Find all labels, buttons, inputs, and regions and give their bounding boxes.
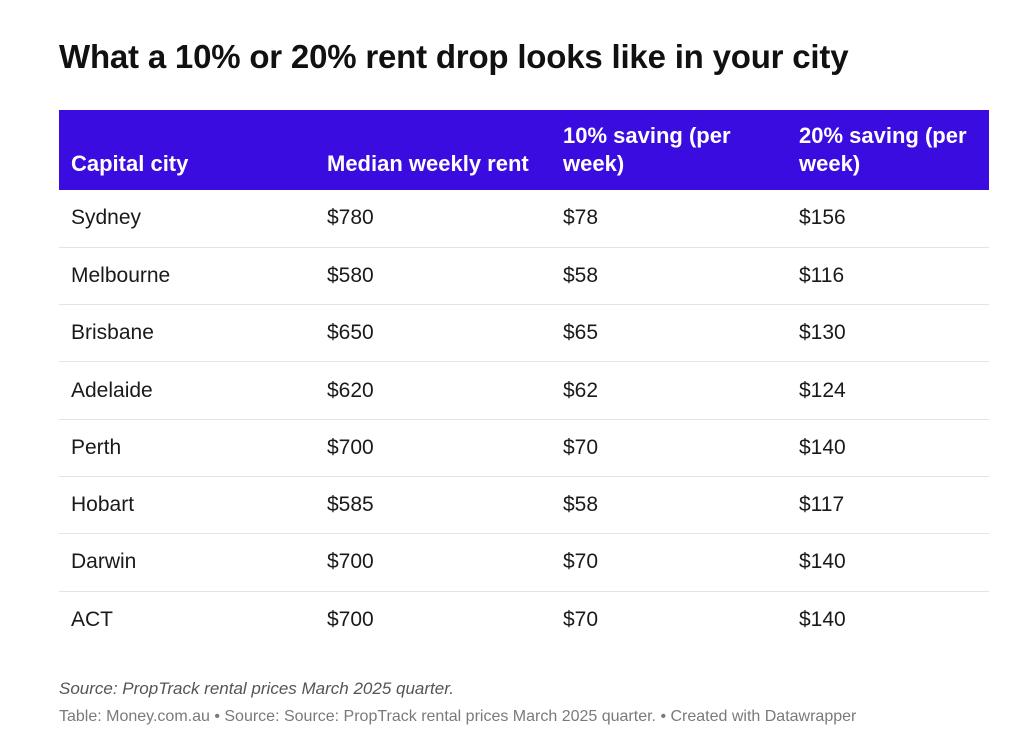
cell-10-percent-saving: $58	[551, 247, 787, 306]
column-header-capital-city: Capital city	[71, 151, 189, 176]
table-row: Hobart $585 $58 $117	[59, 476, 989, 535]
cell-capital-city: ACT	[71, 607, 113, 631]
cell-20-percent-saving: $116	[787, 247, 989, 306]
cell-capital-city: Hobart	[59, 476, 315, 535]
cell-20-percent-saving: $156	[787, 190, 989, 248]
cell-20-percent-saving: $140	[787, 533, 989, 592]
cell-capital-city: Darwin	[59, 533, 315, 592]
header-row: Capital city Median weekly rent 10% savi…	[59, 110, 989, 190]
cell-median-weekly-rent: $700	[327, 607, 374, 631]
chart-title: What a 10% or 20% rent drop looks like i…	[59, 38, 849, 75]
table-row: ACT $700 $70 $140	[59, 591, 989, 648]
rent-table: Capital city Median weekly rent 10% savi…	[59, 110, 989, 648]
cell-capital-city: Sydney	[59, 190, 315, 248]
cell-median-weekly-rent: $700	[315, 419, 551, 477]
cell-10-percent-saving: $70	[551, 533, 787, 592]
cell-20-percent-saving: $124	[787, 361, 989, 420]
table-row: Darwin $700 $70 $140	[59, 533, 989, 592]
column-header-20-percent-saving: 20% saving (per week)	[799, 123, 967, 176]
table-body: Sydney $780 $78 $156 Melbourne $580 $58 $116 Bri…	[59, 190, 989, 648]
cell-median-weekly-rent: $650	[315, 304, 551, 363]
cell-20-percent-saving: $117	[787, 476, 989, 535]
table-row: Brisbane $650 $65 $130	[59, 304, 989, 363]
table-header: Capital city Median weekly rent 10% savi…	[59, 110, 989, 190]
column-header-median-weekly-rent: Median weekly rent	[327, 151, 529, 176]
cell-capital-city: Melbourne	[59, 247, 315, 306]
cell-median-weekly-rent: $620	[315, 361, 551, 420]
cell-capital-city: Perth	[59, 419, 315, 477]
cell-20-percent-saving: $140	[799, 607, 846, 631]
table-row: Melbourne $580 $58 $116	[59, 247, 989, 306]
cell-median-weekly-rent: $580	[315, 247, 551, 306]
cell-10-percent-saving: $70	[551, 419, 787, 477]
source-note: Source: PropTrack rental prices March 20…	[59, 679, 454, 698]
cell-capital-city: Brisbane	[59, 304, 315, 363]
cell-10-percent-saving: $70	[563, 607, 599, 631]
cell-median-weekly-rent: $585	[315, 476, 551, 535]
table-row: Perth $700 $70 $140	[59, 419, 989, 477]
table-row: Sydney $780 $78 $156	[59, 190, 989, 248]
cell-20-percent-saving: $130	[787, 304, 989, 363]
cell-10-percent-saving: $78	[551, 190, 787, 248]
footer-credit: Table: Money.com.au • Source: Source: Pr…	[59, 708, 857, 725]
cell-10-percent-saving: $65	[551, 304, 787, 363]
cell-10-percent-saving: $58	[551, 476, 787, 535]
cell-capital-city: Adelaide	[59, 361, 315, 420]
table-row: Adelaide $620 $62 $124	[59, 361, 989, 420]
cell-median-weekly-rent: $700	[315, 533, 551, 592]
cell-20-percent-saving: $140	[787, 419, 989, 477]
column-header-10-percent-saving: 10% saving (per week)	[563, 123, 731, 176]
cell-median-weekly-rent: $780	[315, 190, 551, 248]
cell-10-percent-saving: $62	[551, 361, 787, 420]
